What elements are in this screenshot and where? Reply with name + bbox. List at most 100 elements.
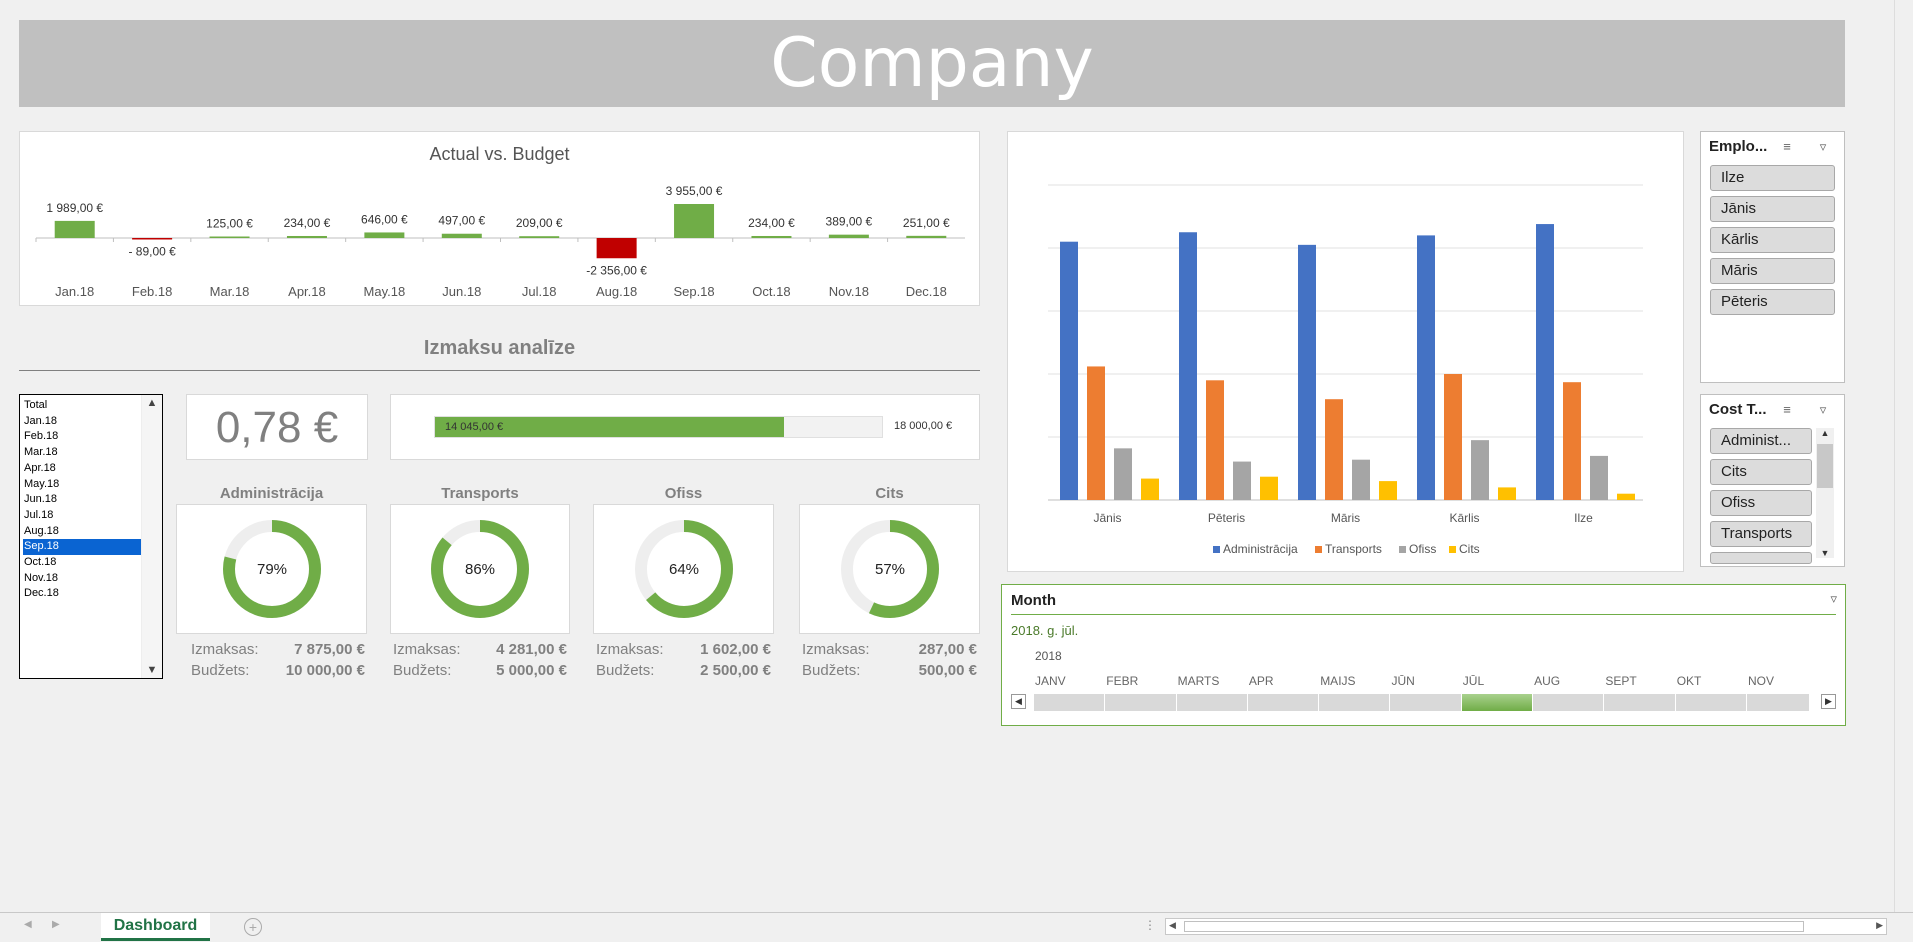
scroll-up-icon[interactable]: ▲ <box>1820 428 1830 438</box>
employee-bar <box>1325 399 1343 500</box>
clear-filter-icon[interactable]: ▿ <box>1830 591 1837 606</box>
split-handle-icon[interactable]: ⋮ <box>1144 918 1156 932</box>
timeline-selected-segment[interactable] <box>1461 694 1534 711</box>
vertical-scrollbar[interactable] <box>1894 0 1913 912</box>
scroll-down-icon[interactable]: ▼ <box>146 664 158 676</box>
cost-label: Izmaksas: <box>191 641 259 658</box>
avb-bar <box>674 204 715 238</box>
list-item[interactable]: Nov.18 <box>24 571 59 584</box>
scroll-left-icon[interactable]: ◀ <box>1169 920 1176 930</box>
timeline-segment[interactable] <box>1034 694 1106 711</box>
avb-chart-plot: 1 989,00 € Jan.18 - 89,00 € Feb.18 125,00 € M… <box>35 184 965 299</box>
horizontal-scrollbar[interactable]: ◀ ▶ <box>1165 918 1887 935</box>
scroll-down-icon[interactable]: ▼ <box>1820 548 1830 558</box>
avb-bar <box>596 238 637 259</box>
donut-percent: 64% <box>668 561 698 578</box>
timeline-left-arrow-icon[interactable]: ◀ <box>1011 694 1026 709</box>
timeline-segment[interactable] <box>1604 694 1676 711</box>
category-title: Ofiss <box>664 485 703 502</box>
dashboard-title: Company <box>770 24 1094 103</box>
month-listbox[interactable]: Total Jan.18 Feb.18 Mar.18 Apr.18 May.18 Jun.1… <box>19 394 163 679</box>
avb-bar <box>286 235 327 238</box>
employee-bar <box>1260 476 1278 500</box>
timeline-right-arrow-icon[interactable]: ▶ <box>1821 694 1836 709</box>
list-item[interactable]: Jun.18 <box>24 493 58 506</box>
list-item[interactable]: Apr.18 <box>24 461 56 474</box>
title-banner: Company <box>19 20 1845 107</box>
category-donut-card: 86% <box>390 504 570 634</box>
legend-swatch <box>1399 546 1406 553</box>
slicer-item-karlis[interactable]: Kārlis <box>1710 227 1835 253</box>
timeline-segment[interactable] <box>1105 694 1177 711</box>
timeline-track[interactable] <box>1034 694 1819 711</box>
slicer-item-cits[interactable]: Cits <box>1710 459 1812 485</box>
next-sheet-icon[interactable]: ▶ <box>52 919 60 930</box>
actual-vs-budget-chart[interactable]: Actual vs. Budget 1 989,00 € Jan.18 - 89,0… <box>19 131 980 306</box>
cost-label: Izmaksas: <box>596 641 664 658</box>
timeline-segment[interactable] <box>1391 694 1462 711</box>
employee-bar <box>1444 374 1462 500</box>
list-item[interactable]: Oct.18 <box>24 556 57 569</box>
timeline-segment[interactable] <box>1747 694 1819 711</box>
list-item[interactable]: Sep.18 <box>23 539 141 556</box>
list-item[interactable]: Jul.18 <box>24 508 54 521</box>
clear-filter-icon[interactable]: ▿ <box>1819 139 1827 154</box>
cost-value: 7 875,00 € <box>294 641 365 658</box>
avb-category-label: Jul.18 <box>522 284 557 299</box>
multi-select-icon[interactable]: ≡ <box>1783 139 1791 154</box>
timeline-divider <box>1011 614 1836 615</box>
slicer-item-administracija[interactable]: Administ... <box>1710 428 1812 454</box>
employee-bar <box>1617 493 1635 500</box>
add-sheet-icon[interactable]: + <box>244 918 262 936</box>
employee-bar <box>1298 244 1316 500</box>
multi-select-icon[interactable]: ≡ <box>1783 402 1791 417</box>
slicer-item-janis[interactable]: Jānis <box>1710 196 1835 222</box>
timeline-segment[interactable] <box>1676 694 1747 711</box>
cost-type-slicer[interactable]: Cost T... ≡ ▿ Administ... Cits Ofiss Tra… <box>1700 394 1845 567</box>
list-item[interactable]: Mar.18 <box>24 446 58 459</box>
total-progress-fill: 14 045,00 € <box>435 417 784 437</box>
employee-slicer[interactable]: Emplo... ≡ ▿ Ilze Jānis Kārlis Māris Pēt… <box>1700 131 1845 383</box>
list-item[interactable]: Aug.18 <box>24 524 59 537</box>
horizontal-scroll-thumb[interactable] <box>1184 921 1804 932</box>
category-title: Cits <box>875 485 904 502</box>
legend-swatch <box>1315 546 1322 553</box>
donut-fill <box>222 520 321 618</box>
scroll-thumb[interactable] <box>1817 444 1833 488</box>
listbox-scrollbar[interactable]: ▲ ▼ <box>141 395 162 678</box>
total-budget-label: 18 000,00 € <box>894 420 953 432</box>
list-item[interactable]: Jan.18 <box>24 414 58 427</box>
timeline-segment[interactable] <box>1533 694 1605 711</box>
list-item[interactable]: Total <box>24 399 48 411</box>
slicer-item-ofiss[interactable]: Ofiss <box>1710 490 1812 516</box>
slicer-item-partial[interactable] <box>1710 552 1812 564</box>
slicer-item-transports[interactable]: Transports <box>1710 521 1812 547</box>
prev-sheet-icon[interactable]: ◀ <box>24 919 32 930</box>
timeline-segment[interactable] <box>1177 694 1248 711</box>
employee-slicer-header: Emplo... <box>1709 138 1768 155</box>
sheet-tab-dashboard[interactable]: Dashboard <box>101 913 210 941</box>
scroll-up-icon[interactable]: ▲ <box>146 397 158 409</box>
avb-category-label: Oct.18 <box>752 284 790 299</box>
timeline-month-label: OKT <box>1676 674 1702 688</box>
slicer-scrollbar[interactable]: ▲ ▼ <box>1816 428 1834 558</box>
list-item[interactable]: Dec.18 <box>24 587 59 600</box>
slicer-item-maris[interactable]: Māris <box>1710 258 1835 284</box>
category-donut-card: 79% <box>176 504 367 634</box>
scroll-right-icon[interactable]: ▶ <box>1876 920 1883 930</box>
clear-filter-icon[interactable]: ▿ <box>1819 402 1827 417</box>
list-item[interactable]: May.18 <box>24 477 60 490</box>
timeline-month-label: MAIJS <box>1320 674 1356 688</box>
slicer-item-ilze[interactable]: Ilze <box>1710 165 1835 191</box>
list-item[interactable]: Feb.18 <box>24 430 59 443</box>
timeline-segment[interactable] <box>1319 694 1391 711</box>
employee-cost-chart[interactable]: Jānis Pēteris Māris Kārlis Ilze Administrācij… <box>1007 131 1684 572</box>
month-timeline[interactable]: Month ▿ 2018. g. jūl. 2018 JANV FEBR MARTS… <box>1001 584 1846 726</box>
slicer-item-peteris[interactable]: Pēteris <box>1710 289 1835 315</box>
avb-bar <box>906 235 947 238</box>
donut-percent: 79% <box>256 561 286 578</box>
donut-fill <box>431 520 529 618</box>
timeline-selection: 2018. g. jūl. <box>1011 623 1079 638</box>
budget-label: Budžets: <box>596 662 655 679</box>
timeline-segment[interactable] <box>1248 694 1320 711</box>
